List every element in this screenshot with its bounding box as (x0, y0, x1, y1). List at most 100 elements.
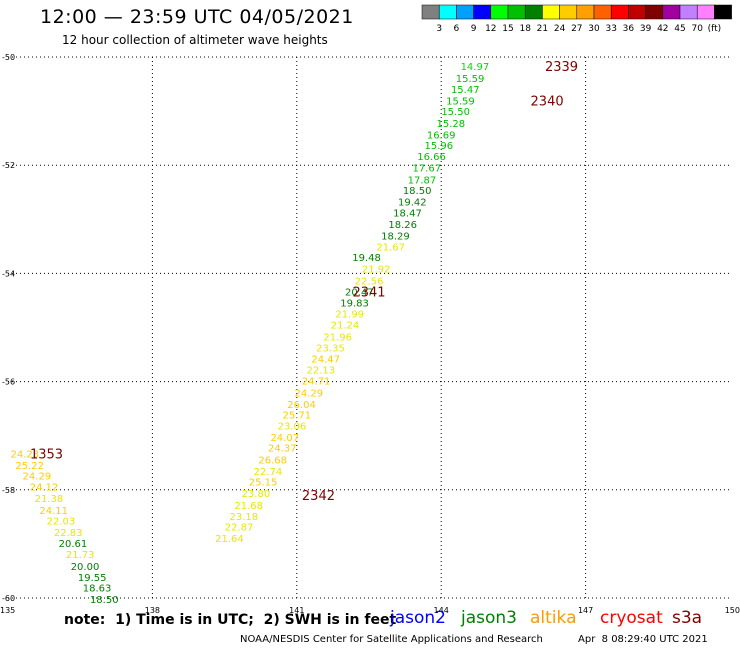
wave-height-point: 24.07 (270, 433, 299, 444)
wave-height-point: 22.87 (225, 523, 254, 534)
legend-label: 21 (537, 24, 548, 34)
x-tick-label: 150 (725, 606, 740, 615)
y-tick-label: -52 (2, 161, 15, 170)
wave-height-point: 24.11 (39, 506, 68, 517)
x-tick-label: 141 (289, 606, 304, 615)
wave-height-point: 26.68 (258, 456, 287, 467)
legend-label: 70 (691, 24, 703, 34)
wave-height-point: 24.23 (11, 450, 40, 461)
wave-height-color-legend: 3 6 9 12 15 18 21 24 27 30 33 36 39 42 45 70 (ft) (421, 4, 732, 34)
x-tick-label: 144 (434, 606, 449, 615)
legend-swatch (679, 4, 698, 20)
wave-height-point: 17.67 (412, 163, 441, 174)
wave-height-point: 15.47 (451, 85, 480, 96)
wave-height-point: 21.24 (331, 320, 360, 331)
wave-height-point: 22.74 (254, 467, 283, 478)
wave-height-point: 24.71 (302, 377, 331, 388)
legend-swatch (714, 4, 732, 20)
wave-height-point: 16.69 (427, 130, 456, 141)
legend-label: 12 (485, 24, 496, 34)
wave-height-point: 22.83 (54, 528, 83, 539)
legend-label: 33 (605, 24, 616, 34)
legend-swatch (662, 4, 681, 20)
legend-swatch (610, 4, 629, 20)
credit-text: NOAA/NESDIS Center for Satellite Applica… (240, 634, 543, 645)
legend-label: 45 (674, 24, 685, 34)
wave-height-point: 23.18 (230, 512, 259, 523)
legend-label: 9 (471, 24, 477, 34)
wave-height-point: 18.63 (83, 584, 112, 595)
satellite-jason3: jason3 (461, 608, 517, 628)
legend-label: 30 (588, 24, 600, 34)
wave-height-point: 21.92 (362, 265, 391, 276)
wave-height-point: 24.29 (23, 472, 52, 483)
wave-height-point: 20.00 (71, 562, 100, 573)
generated-timestamp: Apr 8 08:29:40 UTC 2021 (578, 634, 708, 645)
legend-swatch (696, 4, 715, 20)
legend-swatch (593, 4, 612, 20)
wave-height-point: 20.47 (345, 287, 374, 298)
wave-height-points: 14.9715.5915.4715.5915.5015.2816.6915.96… (11, 62, 490, 606)
wave-height-point: 21.68 (234, 501, 263, 512)
wave-height-point: 21.67 (376, 242, 405, 253)
wave-height-point: 21.96 (323, 333, 352, 344)
legend-swatch (524, 4, 543, 20)
y-tick-label: -50 (2, 53, 15, 62)
legend-swatch (559, 4, 578, 20)
wave-height-point: 18.29 (381, 232, 410, 243)
chart-grid (8, 56, 730, 599)
wave-height-point: 23.35 (316, 344, 345, 355)
satellite-altika: altika (530, 608, 577, 628)
legend-swatch (542, 4, 560, 20)
wave-height-point: 25.15 (249, 478, 278, 489)
wave-height-point: 24.29 (295, 388, 324, 399)
satellite-cryosat: cryosat (600, 608, 663, 628)
wave-height-point: 21.99 (335, 309, 364, 320)
legend-swatch (421, 4, 440, 20)
legend-swatch (645, 4, 664, 20)
wave-height-point: 18.47 (393, 208, 422, 219)
wave-height-point: 23.06 (278, 421, 307, 432)
satellite-s3a: s3a (672, 608, 703, 628)
x-tick-label: 135 (0, 606, 15, 615)
pass-number-label: 2342 (302, 489, 335, 504)
wave-height-point: 15.96 (424, 141, 453, 152)
wave-height-point: 23.80 (242, 489, 271, 500)
legend-swatch (438, 4, 457, 20)
wave-height-point: 21.38 (35, 494, 64, 505)
wave-height-point: 15.59 (446, 96, 475, 107)
pass-number-label: 2340 (531, 94, 564, 109)
pass-labels: 2339 2340 2341 1353 2342 (30, 60, 578, 504)
legend-label: 24 (554, 24, 566, 34)
wave-height-point: 24.37 (268, 444, 297, 455)
footer-note: note: 1) Time is in UTC; 2) SWH is in fe… (64, 612, 397, 628)
y-tick-label: -60 (2, 594, 15, 603)
wave-height-point: 22.03 (47, 517, 76, 528)
chart-subtitle: 12 hour collection of altimeter wave hei… (62, 33, 328, 47)
x-tick-label: 138 (145, 606, 160, 615)
wave-height-point: 22.13 (307, 366, 336, 377)
wave-height-point: 16.66 (417, 152, 446, 163)
wave-height-point: 24.47 (311, 354, 340, 365)
legend-label: 3 (436, 24, 442, 34)
legend-swatch (456, 4, 474, 20)
wave-height-point: 21.73 (66, 550, 95, 561)
x-tick-label: 147 (578, 606, 593, 615)
wave-height-point: 18.50 (90, 595, 119, 606)
y-tick-label: -58 (2, 486, 15, 495)
wave-height-point: 19.55 (78, 573, 107, 584)
wave-height-point: 15.28 (437, 119, 466, 130)
wave-height-point: 21.64 (215, 534, 244, 545)
legend-label: 18 (519, 24, 531, 34)
wave-height-point: 18.26 (388, 220, 417, 231)
legend-label: 15 (502, 24, 513, 34)
wave-height-point: 17.87 (408, 175, 437, 186)
pass-number-label: 2341 (352, 285, 385, 300)
wave-height-point: 25.71 (282, 411, 311, 422)
legend-swatch (507, 4, 526, 20)
legend-label: 39 (640, 24, 652, 34)
wave-height-point: 15.59 (456, 74, 485, 85)
legend-label: (ft) (708, 24, 722, 34)
wave-height-point: 19.83 (340, 299, 369, 310)
